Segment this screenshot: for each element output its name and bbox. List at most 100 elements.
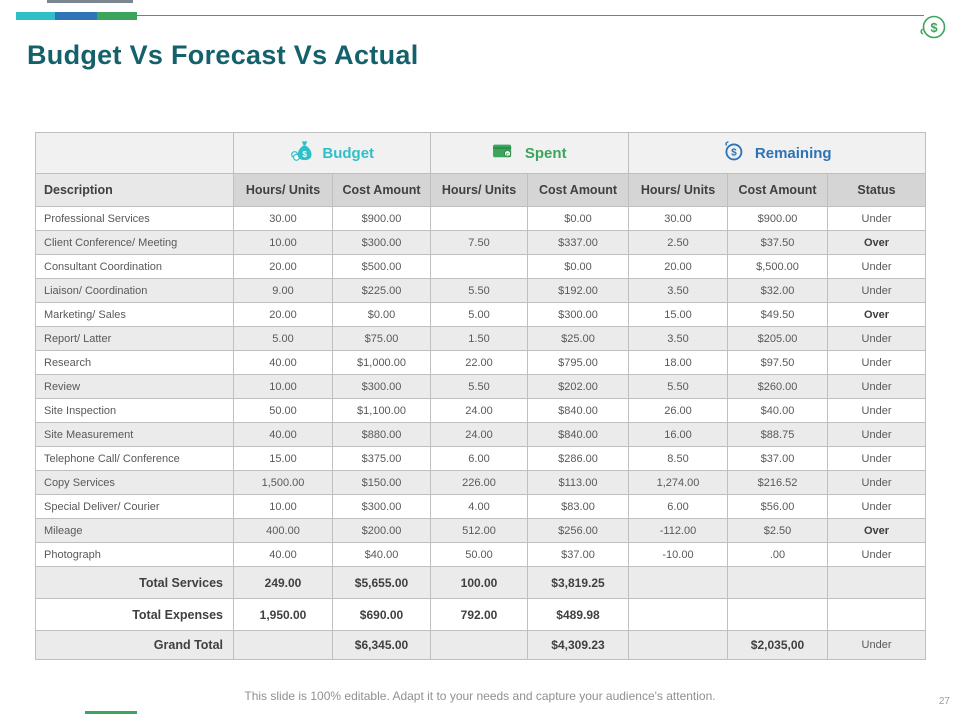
group-header-spent: c Spent [430, 132, 629, 174]
status-cell: Under [826, 278, 927, 303]
table-row: Photograph 40.00 $40.00 50.00 $37.00 -10.00.0… [35, 542, 927, 567]
value-cell: 50.00 [233, 398, 333, 423]
total-value-cell [233, 630, 333, 660]
row-description: Copy Services [35, 470, 234, 495]
value-cell: 1,274.00 [628, 470, 728, 495]
money-bag-icon: $ [290, 140, 312, 166]
row-description: Telephone Call/ Conference [35, 446, 234, 471]
value-cell: -10.00 [628, 542, 728, 567]
value-cell: $375.00 [332, 446, 431, 471]
value-cell: $88.75 [727, 422, 828, 447]
row-description: Client Conference/ Meeting [35, 230, 234, 255]
total-label: Grand Total [35, 630, 234, 660]
value-cell: 30.00 [628, 206, 728, 231]
value-cell: 5.50 [628, 374, 728, 399]
total-value-cell: $6,345.00 [332, 630, 431, 660]
value-cell: 20.00 [628, 254, 728, 279]
value-cell [430, 254, 528, 279]
value-cell: $840.00 [527, 422, 629, 447]
value-cell: 24.00 [430, 422, 528, 447]
total-value-cell: $4,309.23 [527, 630, 629, 660]
value-cell: 3.50 [628, 278, 728, 303]
value-cell: 1.50 [430, 326, 528, 351]
status-cell: Over [826, 518, 927, 543]
total-value-cell: 100.00 [430, 566, 528, 599]
row-description: Photograph [35, 542, 234, 567]
table-row: Review 10.00 $300.00 5.50 $202.00 5.50 $260.00… [35, 374, 927, 399]
value-cell: $200.00 [332, 518, 431, 543]
table-row: Copy Services 1,500.00 $150.00 226.00 $113.0… [35, 470, 927, 495]
svg-text:$: $ [732, 147, 738, 158]
value-cell: 6.00 [628, 494, 728, 519]
status-cell: Under [826, 206, 927, 231]
group-label-remaining: Remaining [754, 144, 832, 162]
row-description: Research [35, 350, 234, 375]
value-cell: -112.00 [628, 518, 728, 543]
table-group-header-row: $ Budget c Spent [35, 132, 927, 174]
value-cell: 10.00 [233, 374, 333, 399]
accent-bar-teal [16, 12, 55, 20]
row-description: Mileage [35, 518, 234, 543]
value-cell: $880.00 [332, 422, 431, 447]
value-cell: $40.00 [727, 398, 828, 423]
total-value-cell: $690.00 [332, 598, 431, 631]
table-row: Special Deliver/ Courier 10.00 $300.00 4.00… [35, 494, 927, 519]
status-cell: Under [826, 398, 927, 423]
value-cell: $300.00 [332, 230, 431, 255]
column-header-status: Status [826, 173, 927, 207]
status-cell: Under [826, 422, 927, 447]
value-cell: $49.50 [727, 302, 828, 327]
value-cell: 4.00 [430, 494, 528, 519]
footer-note: This slide is 100% editable. Adapt it to… [244, 689, 716, 703]
value-cell: 40.00 [233, 422, 333, 447]
value-cell: 226.00 [430, 470, 528, 495]
value-cell [430, 206, 528, 231]
value-cell: 512.00 [430, 518, 528, 543]
value-cell: $0.00 [527, 254, 629, 279]
group-header-empty [35, 132, 234, 174]
status-cell [826, 598, 927, 631]
group-header-budget: $ Budget [233, 132, 431, 174]
value-cell: $150.00 [332, 470, 431, 495]
total-value-cell [430, 630, 528, 660]
total-value-cell: $5,655.00 [332, 566, 431, 599]
column-header-spent-cost: Cost Amount [527, 173, 629, 207]
value-cell: .00 [727, 542, 828, 567]
total-value-cell [727, 598, 828, 631]
value-cell: 5.50 [430, 278, 528, 303]
table-row: Site Inspection 50.00 $1,100.00 24.00 $840.0… [35, 398, 927, 423]
status-cell: Under [826, 630, 927, 660]
value-cell: 7.50 [430, 230, 528, 255]
value-cell: $205.00 [727, 326, 828, 351]
value-cell: $0.00 [527, 206, 629, 231]
status-cell: Under [826, 374, 927, 399]
value-cell: $260.00 [727, 374, 828, 399]
svg-text:$: $ [930, 20, 938, 35]
row-description: Report/ Latter [35, 326, 234, 351]
row-description: Special Deliver/ Courier [35, 494, 234, 519]
value-cell: 24.00 [430, 398, 528, 423]
total-value-cell [727, 566, 828, 599]
value-cell: $37.00 [527, 542, 629, 567]
value-cell: $300.00 [332, 374, 431, 399]
value-cell: 15.00 [628, 302, 728, 327]
value-cell: 40.00 [233, 350, 333, 375]
value-cell: $2.50 [727, 518, 828, 543]
table-row: Client Conference/ Meeting 10.00 $300.00 7.… [35, 230, 927, 255]
group-header-remaining: $ Remaining [627, 132, 927, 174]
value-cell: $337.00 [527, 230, 629, 255]
accent-bar-blue [55, 12, 97, 20]
value-cell: 10.00 [233, 494, 333, 519]
header-rule-line [137, 15, 924, 16]
value-cell: $56.00 [727, 494, 828, 519]
value-cell: 20.00 [233, 254, 333, 279]
row-description: Consultant Coordination [35, 254, 234, 279]
bottom-left-accent-line [85, 711, 137, 714]
status-cell: Under [826, 446, 927, 471]
column-header-description: Description [35, 173, 234, 207]
value-cell: $,500.00 [727, 254, 828, 279]
value-cell: $40.00 [332, 542, 431, 567]
column-header-budget-hours: Hours/ Units [233, 173, 333, 207]
table-row: Consultant Coordination 20.00 $500.00 $0.00… [35, 254, 927, 279]
value-cell: $0.00 [332, 302, 431, 327]
